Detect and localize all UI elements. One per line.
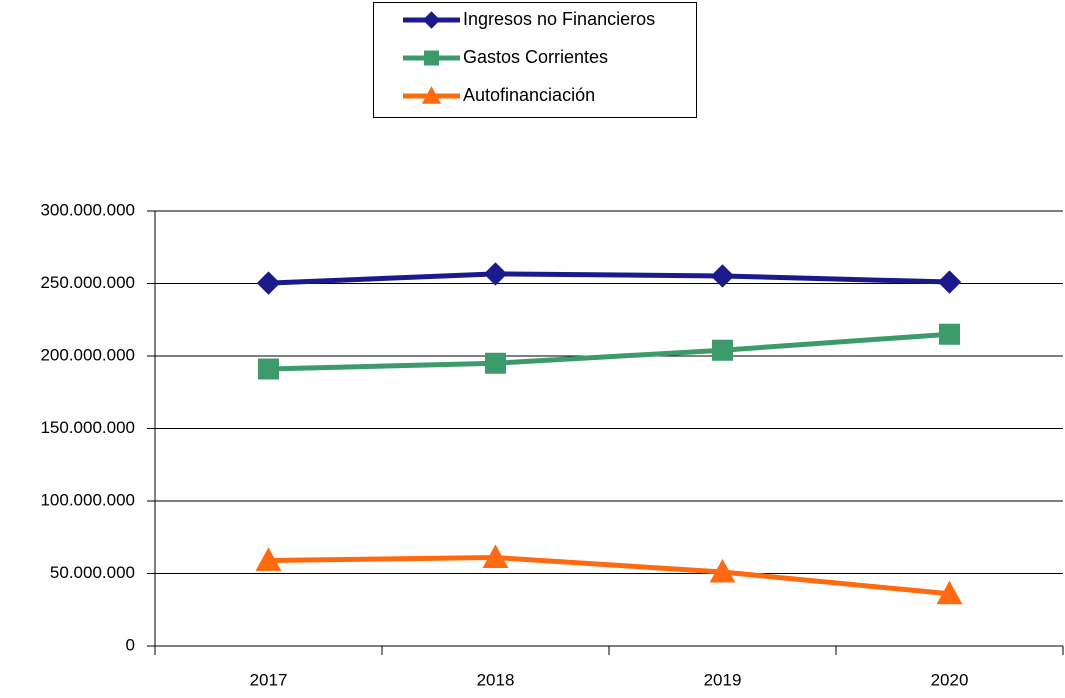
y-tick-label: 300.000.000 xyxy=(40,200,135,219)
marker xyxy=(258,358,279,380)
legend-marker xyxy=(421,86,442,104)
legend-text: Ingresos no Financieros xyxy=(463,9,655,29)
y-tick-label: 0 xyxy=(126,635,135,654)
marker xyxy=(255,547,282,571)
marker xyxy=(936,580,963,605)
y-tick-label: 100.000.000 xyxy=(40,490,135,509)
x-tick-label: 2019 xyxy=(704,670,742,689)
legend-text: Gastos Corrientes xyxy=(463,47,608,67)
marker xyxy=(256,271,281,295)
y-tick-label: 250.000.000 xyxy=(40,273,135,292)
legend-marker xyxy=(422,11,441,29)
marker xyxy=(709,558,736,583)
y-tick-label: 150.000.000 xyxy=(40,418,135,437)
series-line xyxy=(268,555,950,597)
legend-marker xyxy=(424,50,439,66)
marker xyxy=(483,262,508,286)
y-tick-label: 200.000.000 xyxy=(40,345,135,364)
series-line xyxy=(268,331,950,372)
marker xyxy=(710,264,735,288)
marker xyxy=(937,270,962,294)
y-tick-label: 50.000.000 xyxy=(50,563,135,582)
x-tick-label: 2018 xyxy=(477,670,515,689)
marker xyxy=(939,323,960,345)
x-tick-label: 2017 xyxy=(250,670,288,689)
x-tick-label: 2020 xyxy=(931,670,969,689)
marker xyxy=(482,544,509,568)
marker xyxy=(485,352,506,374)
legend-text: Autofinanciación xyxy=(463,85,595,105)
series-line xyxy=(268,271,950,286)
marker xyxy=(712,339,733,361)
